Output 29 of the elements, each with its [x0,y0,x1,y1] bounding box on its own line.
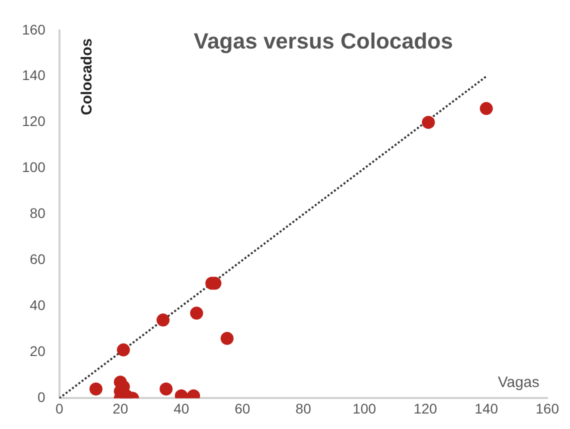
y-tick-label: 140 [22,67,46,84]
x-tick-label: 160 [536,400,560,416]
point [156,314,170,327]
point [422,116,435,129]
x-tick-label: 20 [112,400,128,416]
chart-title: Vagas versus Colocados [194,28,453,54]
x-tick-label: 40 [174,400,190,416]
x-tick-label: 120 [414,400,438,416]
y-tick-label: 100 [22,159,46,176]
y-tick-label: 160 [22,21,46,38]
x-tick-label: 0 [55,400,64,416]
x-tick-label: 80 [296,400,312,416]
y-tick-label: 120 [22,113,46,130]
y-tick-label: 0 [38,389,46,406]
y-axis-title: Colocados [78,38,96,116]
y-tick-label: 80 [30,205,46,222]
y-tick-label: 20 [30,343,46,360]
point [480,102,493,116]
point [160,382,173,396]
y-tick-label: 40 [30,297,46,314]
x-tick-label: 140 [474,400,498,416]
x-tick-label: 100 [352,400,376,416]
point [89,382,102,396]
y-tick-label: 60 [30,251,46,268]
point [116,343,130,356]
x-axis-title: Vagas [498,374,540,391]
point [220,332,234,345]
point [190,306,204,320]
x-tick-label: 60 [234,400,250,416]
